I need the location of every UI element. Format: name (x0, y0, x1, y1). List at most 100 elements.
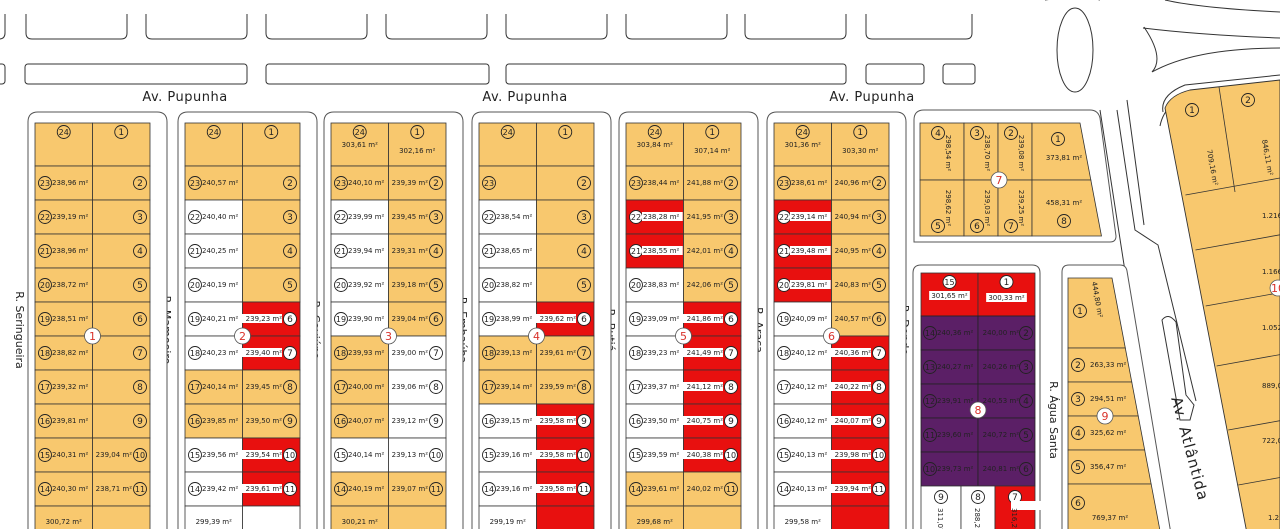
lot-10[interactable]: 239,54 m² 10 (241, 437, 301, 473)
lot-area[interactable]: 1.2 m² (1268, 514, 1280, 522)
lot-8[interactable]: 239,45 m² 8 (242, 369, 301, 405)
lot-number[interactable]: 20 (190, 281, 200, 290)
lot-area[interactable]: 300,33 m² (988, 294, 1025, 302)
lot-number[interactable]: 17 (190, 383, 200, 392)
lot-area[interactable]: 241,95 m² (687, 213, 724, 221)
lot-24[interactable]: 24 (34, 122, 93, 167)
lot-area[interactable]: 240,19 m² (348, 485, 385, 493)
lot-parcel[interactable] (330, 471, 389, 507)
lot-parcel[interactable] (92, 122, 151, 167)
lot-22[interactable]: 22 239,19 m² (34, 199, 93, 235)
lot-24[interactable]: 24 301,36 m² (773, 122, 832, 167)
lot-parcel[interactable] (34, 267, 93, 303)
lot-number[interactable]: 8 (876, 383, 882, 393)
lot-number-badge[interactable] (133, 312, 147, 326)
lot-parcel[interactable] (997, 122, 1033, 181)
lot-20[interactable]: 20 239,92 m² (330, 267, 389, 303)
lot-number-badge[interactable] (1071, 496, 1085, 510)
lot-number-badge[interactable] (577, 414, 591, 428)
lot-parcel[interactable] (1031, 122, 1092, 181)
lot-number-badge[interactable] (206, 125, 221, 139)
lot-area[interactable]: 240,19 m² (202, 281, 239, 289)
lot-area[interactable]: 240,27 m² (937, 363, 974, 371)
lot-number-badge[interactable] (482, 482, 496, 496)
lot-20[interactable]: 20 240,19 m² (184, 267, 243, 303)
lot-number-badge[interactable] (283, 176, 297, 190)
lot-number[interactable]: 3 (581, 213, 587, 223)
lot-parcel[interactable] (625, 301, 684, 337)
lot-number[interactable]: 1 (1189, 106, 1195, 116)
lot-number[interactable]: 7 (137, 349, 143, 359)
lot-number-badge[interactable] (872, 312, 886, 326)
lot-number[interactable]: 4 (728, 247, 734, 257)
lot-number[interactable]: 6 (287, 315, 293, 325)
lot-area[interactable]: 238,82 m² (496, 281, 533, 289)
lot-number[interactable]: 8 (1061, 217, 1067, 227)
lot-number-badge[interactable] (334, 210, 348, 224)
lot-10[interactable]: 239,58 m² 10 (535, 437, 595, 473)
lot-number[interactable]: 10 (135, 451, 145, 460)
lot-2[interactable]: 2 (92, 165, 151, 201)
lot-area[interactable]: 240,07 m² (835, 417, 872, 425)
lot-18[interactable]: 18 239,23 m² (625, 335, 684, 371)
lot-area[interactable]: 239,61 m² (246, 485, 283, 493)
lot-area[interactable]: 238,82 m² (52, 349, 89, 357)
lot-parcel[interactable] (330, 403, 389, 439)
lot-area[interactable]: 239,06 m² (392, 383, 429, 391)
lot-11[interactable]: 239,07 m² 11 (388, 471, 447, 507)
lot-18[interactable]: 18 240,12 m² (773, 335, 832, 371)
lot-number-badge[interactable] (577, 176, 591, 190)
lot-number-badge[interactable] (56, 125, 71, 139)
lot-number-badge[interactable] (872, 244, 886, 258)
lot-22[interactable]: 22 238,54 m² (478, 199, 537, 235)
lot-parcel[interactable] (683, 122, 742, 167)
lot-number-badge[interactable] (188, 176, 202, 190)
lot-parcel[interactable] (977, 417, 1036, 453)
lot-number[interactable]: 1 (414, 128, 420, 138)
lot-area[interactable]: 239,42 m² (202, 485, 239, 493)
lot-area[interactable]: 299,58 m² (785, 518, 822, 526)
lot-24[interactable]: 24 (184, 122, 243, 167)
lot-number-badge[interactable] (934, 490, 948, 504)
lot-number[interactable]: 14 (40, 485, 50, 494)
lot-number-badge[interactable] (38, 244, 52, 258)
lot-7[interactable]: 239,61 m² 7 (536, 335, 595, 371)
lot-number[interactable]: 17 (484, 383, 494, 392)
lot-bottom[interactable]: 300,72 m² (34, 505, 93, 529)
lot-22[interactable]: 22 240,40 m² (184, 199, 243, 235)
lot-parcel[interactable] (242, 369, 301, 405)
lot-number[interactable]: 8 (137, 383, 143, 393)
lot-divider[interactable] (1238, 477, 1280, 486)
lot-20[interactable]: 20 239,81 m² (773, 267, 832, 303)
lot-number[interactable]: 24 (355, 128, 365, 137)
lot-area[interactable]: 242,01 m² (687, 247, 724, 255)
lot-area[interactable]: 288,2 m² (973, 508, 981, 529)
lot-number[interactable]: 13 (925, 363, 935, 372)
lot-parcel[interactable] (831, 233, 890, 269)
lot-parcel[interactable] (478, 335, 537, 371)
lot-area[interactable]: 239,40 m² (246, 349, 283, 357)
lot-number[interactable]: 16 (336, 417, 346, 426)
lot-number-badge[interactable] (777, 312, 791, 326)
lot-17[interactable]: 17 240,00 m² (330, 369, 389, 405)
lot-area[interactable]: 240,09 m² (791, 315, 828, 323)
lot-15[interactable]: 15 239,16 m² (478, 437, 537, 473)
lot-number[interactable]: 21 (779, 247, 789, 256)
lot-7[interactable]: 240,36 m² 7 (830, 335, 890, 371)
lot-area[interactable]: 239,48 m² (791, 247, 828, 255)
lot-area[interactable]: 240,02 m² (687, 485, 724, 493)
lot-area[interactable]: 239,81 m² (791, 281, 828, 289)
lot-17[interactable]: 17 240,14 m² (184, 369, 243, 405)
lot-number[interactable]: 3 (1023, 363, 1029, 373)
lot-number-badge[interactable] (1071, 426, 1085, 440)
lot-number-badge[interactable] (724, 346, 738, 360)
lot-area[interactable]: 238,83 m² (643, 281, 680, 289)
lot-number-badge[interactable] (872, 176, 886, 190)
lot-number-badge[interactable] (724, 278, 738, 292)
lot-area[interactable]: 325,62 m² (1090, 429, 1127, 437)
lot-21[interactable]: 21 238,96 m² (34, 233, 93, 269)
lot-23[interactable]: 23 (478, 165, 537, 201)
lot-6[interactable]: 240,57 m² 6 (831, 301, 890, 337)
lot-number-badge[interactable] (577, 244, 591, 258)
